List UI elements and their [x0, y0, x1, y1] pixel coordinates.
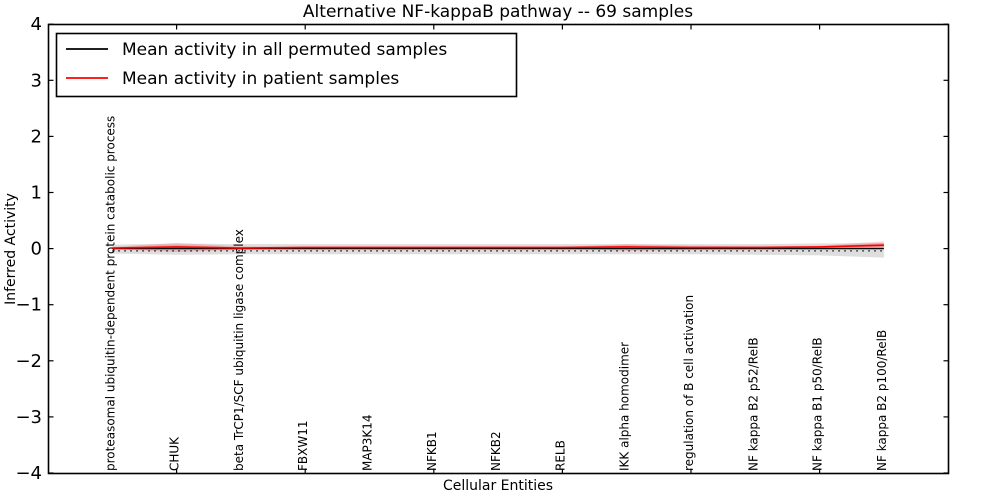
legend-label-permuted: Mean activity in all permuted samples [122, 40, 447, 60]
y-tick-label: 4 [31, 14, 42, 35]
legend-box [55, 32, 518, 98]
y-tick-label: 1 [31, 183, 42, 204]
x-category-labels: proteasomal ubiquitin-dependent protein … [103, 116, 889, 471]
x-category-label: CHUK [168, 436, 182, 471]
y-tick-label: −2 [15, 351, 42, 372]
x-category-label: MAP3K14 [361, 414, 375, 471]
uncertainty-bands [112, 241, 884, 258]
y-tick-label: −3 [15, 407, 42, 428]
x-category-label: regulation of B cell activation [682, 295, 696, 471]
x-category-label: proteasomal ubiquitin-dependent protein … [103, 116, 117, 471]
x-category-label: beta TrCP1/SCF ubiquitin ligase complex [232, 229, 246, 471]
x-category-label: NFKB1 [425, 431, 439, 471]
y-axis-label: Inferred Activity [3, 193, 19, 305]
x-category-label: NF kappa B1 p50/RelB [811, 337, 825, 471]
y-tick-label: 3 [31, 70, 42, 91]
x-category-label: NF kappa B2 p100/RelB [875, 330, 889, 471]
x-category-label: IKK alpha homodimer [618, 342, 632, 471]
y-tick-label: −4 [15, 463, 42, 484]
y-tick-label: 0 [31, 239, 42, 260]
patient-mean-line [112, 244, 884, 249]
y-tick-label: −1 [15, 295, 42, 316]
legend-label-patient: Mean activity in patient samples [122, 69, 399, 89]
data-lines [112, 244, 884, 252]
x-axis-label: Cellular Entities [443, 478, 553, 494]
x-category-label: FBXW11 [296, 421, 310, 472]
axes-frame: 4 3 2 1 0 −1 −2 −3 −4 [15, 14, 950, 484]
legend: Mean activity in all permuted samples Me… [55, 32, 518, 98]
x-category-label: NF kappa B2 p52/RelB [746, 337, 760, 471]
y-tick-label: 2 [31, 126, 42, 147]
x-category-label: RELB [553, 440, 567, 471]
patient-band-outer [112, 241, 884, 252]
permuted-band [112, 242, 884, 258]
chart-title: Alternative NF-kappaB pathway -- 69 samp… [303, 2, 693, 22]
x-category-label: NFKB2 [489, 431, 503, 471]
